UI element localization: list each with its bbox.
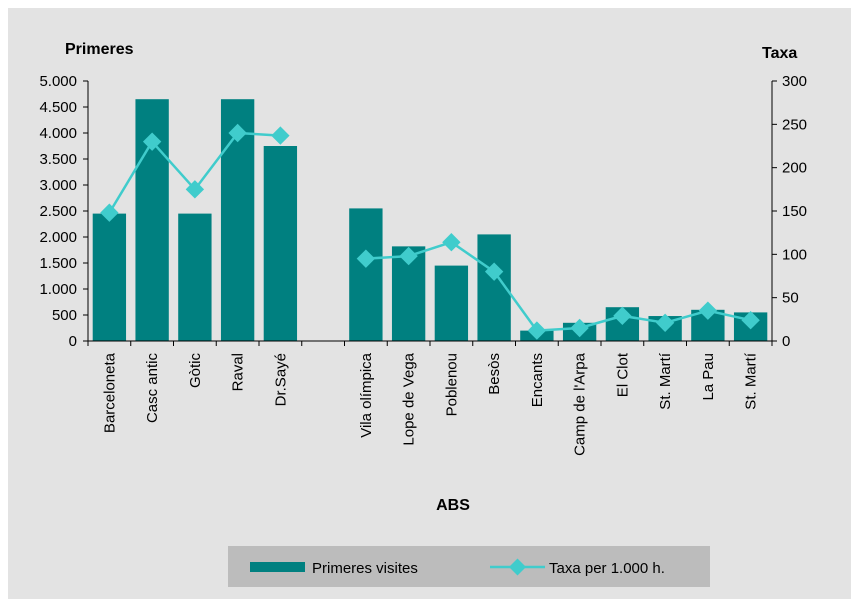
line-point [570, 318, 589, 338]
line-point [655, 313, 675, 332]
line-point [741, 311, 760, 330]
line-layer [100, 123, 760, 340]
x-tick-label: Camp de l'Arpa [572, 352, 589, 456]
right-tick-label: 300 [782, 73, 807, 90]
x-tick-label: La Pau [700, 353, 717, 401]
bar [178, 213, 212, 341]
x-tick-label: St. Martí [743, 352, 760, 410]
left-tick-label: 3.500 [39, 151, 77, 168]
left-tick-label: 500 [52, 307, 77, 324]
bar [263, 146, 298, 341]
axes-layer: 05001.0001.5002.0002.5003.0003.5004.0004… [39, 73, 807, 456]
chart-area [8, 8, 851, 599]
left-axis-title: Primeres [65, 41, 134, 58]
line-point [228, 123, 247, 143]
bar [349, 208, 383, 341]
line-point [142, 132, 162, 151]
left-tick-label: 4.500 [39, 99, 77, 116]
left-tick-label: 2.500 [39, 203, 77, 220]
x-tick-label: El Clot [614, 352, 631, 397]
left-tick-label: 2.000 [39, 229, 77, 246]
right-tick-label: 0 [782, 333, 790, 350]
line-point [271, 126, 290, 145]
legend-bar-swatch [250, 562, 305, 572]
line-point [356, 249, 376, 268]
x-tick-label: Besòs [486, 353, 503, 395]
right-tick-label: 100 [782, 246, 807, 263]
left-tick-label: 3.000 [39, 177, 77, 194]
x-tick-label: Gòtic [187, 353, 204, 389]
x-axis-title: ABS [436, 497, 470, 514]
left-tick-label: 1.500 [39, 255, 77, 272]
line-point [185, 180, 205, 199]
x-tick-label: Casc antic [144, 353, 161, 424]
line-point [613, 306, 632, 326]
bar [434, 265, 469, 341]
left-tick-label: 0 [69, 333, 77, 350]
legend-box [228, 546, 710, 587]
legend: Primeres visites Taxa per 1.000 h. [228, 546, 710, 587]
left-tick-label: 1.000 [39, 281, 77, 298]
left-tick-label: 5.000 [39, 73, 77, 90]
line-point [527, 321, 547, 340]
legend-bar-label: Primeres visites [312, 560, 418, 577]
line-point [484, 262, 504, 281]
right-tick-label: 50 [782, 290, 799, 307]
x-tick-label: Vila olímpica [358, 352, 375, 437]
bar [92, 213, 127, 341]
right-tick-label: 250 [782, 116, 807, 133]
x-tick-label: Barceloneta [101, 352, 118, 433]
legend-line-marker [509, 558, 526, 576]
x-tick-label: St. Martí [657, 352, 674, 410]
line-point [698, 301, 718, 320]
left-tick-label: 4.000 [39, 125, 77, 142]
right-tick-label: 150 [782, 203, 807, 220]
x-tick-label: Raval [230, 353, 247, 391]
x-tick-label: Lope de Vega [401, 352, 418, 445]
line-point [442, 233, 461, 252]
x-tick-label: Poblenou [443, 353, 460, 416]
legend-line-label: Taxa per 1.000 h. [549, 560, 665, 577]
x-tick-label: Dr.Sayé [272, 353, 289, 406]
right-axis-title: Taxa [762, 45, 797, 62]
series-line [365, 240, 751, 332]
x-tick-label: Encants [529, 353, 546, 407]
right-tick-label: 200 [782, 160, 807, 177]
line-point [100, 203, 119, 222]
bars-layer [92, 99, 768, 341]
